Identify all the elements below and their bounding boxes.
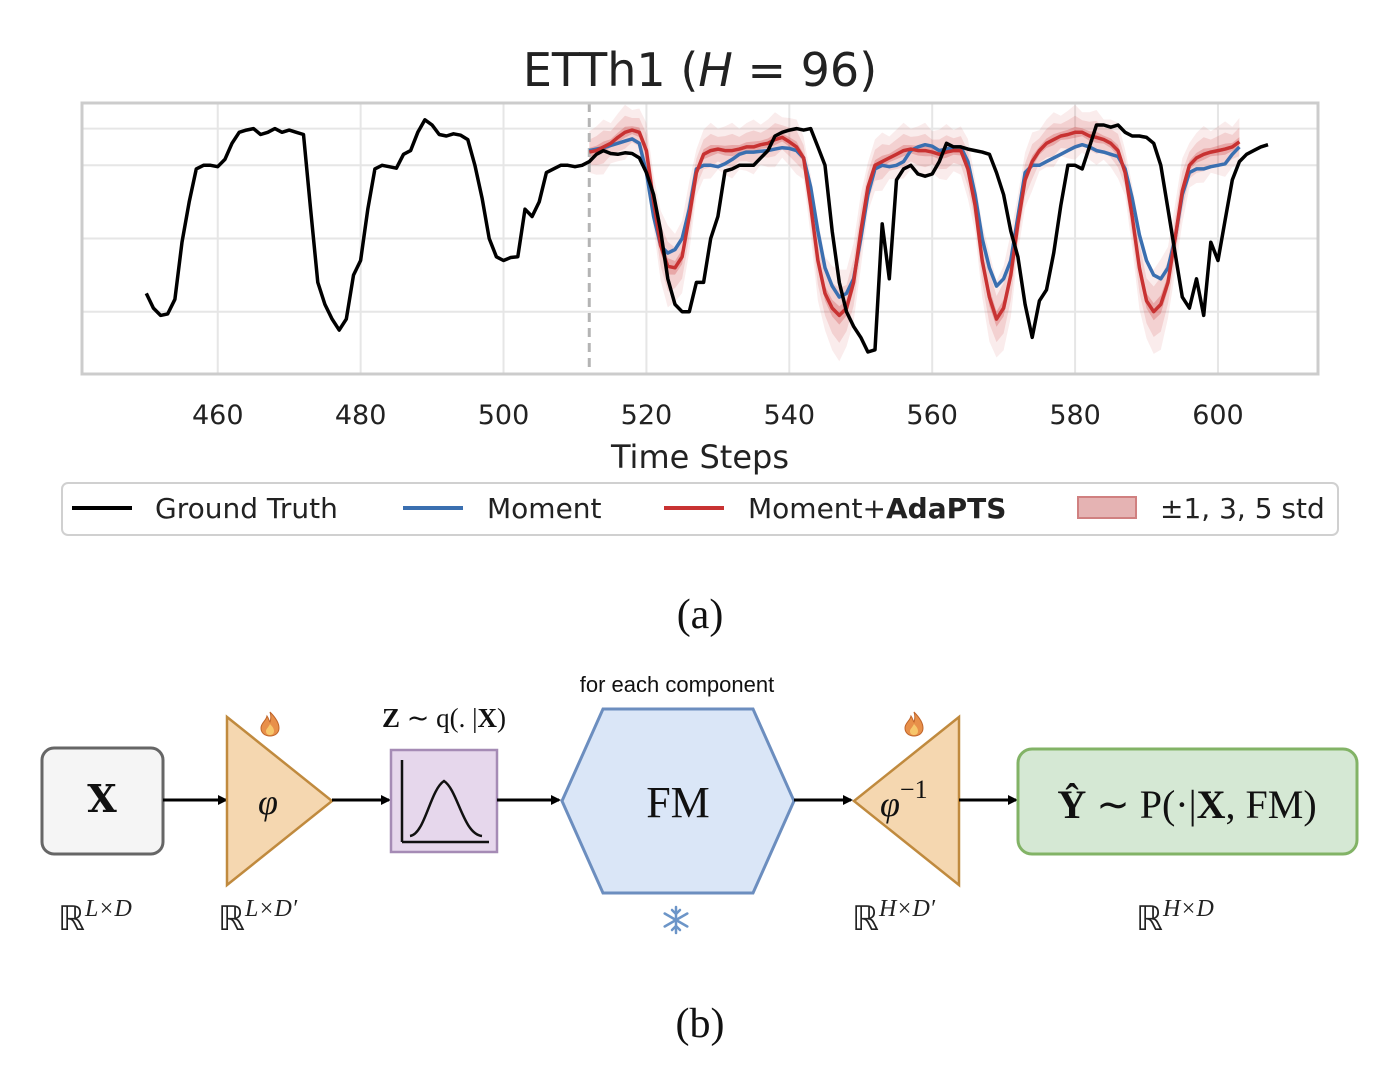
output-formula-rest: ∼ P(·| (1086, 782, 1196, 827)
std-band-3 (589, 115, 1240, 343)
legend-label-moment: Moment (487, 492, 602, 525)
panel-a: ETTh1 (H = 96) 460 480 500 520 540 560 580 600 … (61, 43, 1339, 638)
latent-caption-bold: Z (382, 703, 400, 733)
decoder-flame-icon (904, 711, 924, 737)
output-formula: Ŷ ∼ P(·|X, FM) (1057, 782, 1316, 827)
panel-b-label: (b) (676, 1001, 725, 1047)
legend: Ground Truth Moment Moment+AdaPTS ±1, 3,… (61, 482, 1339, 536)
chart-title: ETTh1 (H = 96) (523, 43, 877, 97)
encoder-flame-icon (260, 711, 280, 737)
latent-caption-end: ) (497, 703, 506, 733)
x-tick-label: 600 (1192, 400, 1244, 431)
encoder-symbol: φ (258, 782, 278, 822)
latent-caption: Z ∼ q(. |X) (382, 703, 506, 733)
x-tick-label: 520 (621, 400, 673, 431)
component-note: for each component (580, 672, 774, 697)
gaussian-curve-icon (400, 760, 489, 844)
decoder-dim-base: ℝ (852, 901, 879, 938)
x-tick-label: 560 (906, 400, 958, 431)
x-axis-label: Time Steps (610, 438, 789, 476)
output-formula-bold: X (1197, 782, 1226, 827)
series-line-ground-truth (144, 118, 1269, 354)
plot-frame (80, 101, 1320, 376)
chart-title-suffix: = 96) (733, 43, 877, 97)
output-box (1016, 747, 1359, 856)
legend-swatch-band (1077, 496, 1137, 519)
frozen-snowflake-icon (663, 905, 689, 935)
output-dim-base: ℝ (1136, 901, 1163, 938)
fm-label: FM (646, 778, 710, 827)
chart-title-prefix: ETTh1 ( (523, 43, 698, 97)
encoder-triangle (225, 714, 335, 888)
latent-caption-bold2: X (478, 703, 498, 733)
x-tick-label: 540 (764, 400, 816, 431)
series-line-adapts (588, 128, 1241, 321)
decoder-symbol-sup: −1 (900, 775, 928, 804)
legend-label-adapts-prefix: Moment+ (748, 492, 886, 525)
x-tick-label: 500 (478, 400, 530, 431)
latent-caption-rest: ∼ q(. | (400, 703, 478, 733)
input-dim-sup: L×D (84, 896, 132, 922)
x-tick-label: 580 (1049, 400, 1101, 431)
encoder-dim: ℝL×D′ (218, 896, 298, 938)
output-formula-lhs: Ŷ (1057, 782, 1086, 827)
encoder-dim-base: ℝ (218, 901, 245, 938)
decoder-symbol-base: φ (880, 784, 900, 824)
legend-label-adapts: Moment+AdaPTS (748, 492, 1006, 525)
decoder-symbol: φ−1 (880, 775, 928, 824)
legend-label-adapts-bold: AdaPTS (886, 492, 1006, 525)
chart-title-var: H (698, 43, 733, 97)
x-tick-label: 480 (335, 400, 387, 431)
input-dim: ℝL×D (58, 896, 132, 938)
std-bands (589, 104, 1240, 362)
output-dim-sup: H×D (1162, 896, 1214, 922)
panel-b: for each component X ℝL×D φ ℝL×D′ Z ∼ q(… (40, 672, 1359, 1047)
series-lines (144, 118, 1269, 354)
input-symbol: X (87, 776, 117, 821)
input-dim-base: ℝ (58, 901, 85, 938)
encoder-dim-sup: L×D′ (244, 896, 298, 922)
decoder-dim: ℝH×D′ (852, 896, 936, 938)
legend-label-ground-truth: Ground Truth (155, 492, 338, 525)
x-tick-labels: 460 480 500 520 540 560 580 600 (192, 400, 1244, 431)
std-band-5 (589, 104, 1240, 362)
x-tick-label: 460 (192, 400, 244, 431)
output-dim: ℝH×D (1136, 896, 1214, 938)
legend-label-band: ±1, 3, 5 std (1160, 492, 1325, 525)
output-formula-end: , FM) (1226, 782, 1317, 827)
panel-a-label: (a) (677, 592, 724, 638)
decoder-dim-sup: H×D′ (878, 896, 936, 922)
